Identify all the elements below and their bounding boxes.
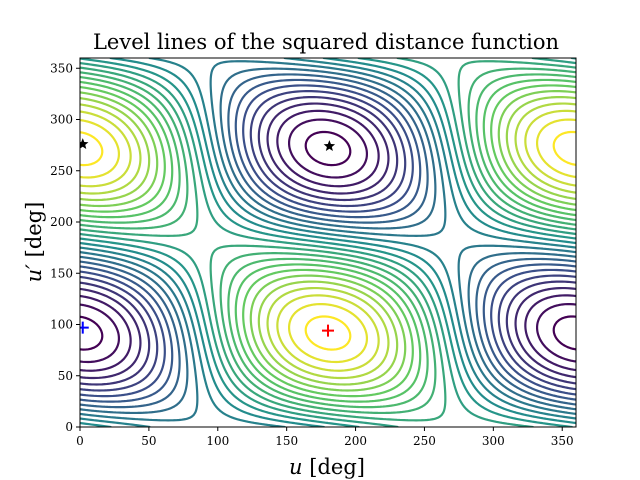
x-tick-label: 350 — [551, 434, 574, 448]
contour-lines — [80, 58, 576, 427]
contour-level — [80, 73, 576, 409]
contour-level — [80, 130, 576, 351]
markers — [80, 138, 336, 337]
saddle-1-marker — [323, 140, 336, 151]
contour-level — [80, 130, 576, 351]
x-axis-title: u [deg] — [289, 455, 365, 479]
y-axis-title: u′ [deg] — [22, 202, 46, 283]
contour-level — [80, 84, 576, 398]
maximum-marker — [322, 324, 334, 337]
contour-level — [80, 58, 576, 427]
contour-level — [80, 118, 576, 364]
y-axis-ticks: 0 50 100 150 200 250 300 350 — [50, 61, 80, 434]
contour-level — [80, 90, 576, 392]
x-axis-ticks: 0 50 100 150 200 250 300 350 — [76, 427, 574, 448]
contour-level — [80, 109, 576, 372]
contour-level — [80, 84, 576, 398]
contour-level — [80, 118, 576, 364]
y-tick-label: 100 — [50, 318, 73, 332]
y-tick-label: 350 — [50, 61, 73, 75]
plot-frame — [79, 57, 577, 428]
contour-level — [80, 95, 576, 386]
y-tick-label: 50 — [58, 369, 73, 383]
contour-level — [80, 58, 576, 427]
minimum-marker — [80, 321, 89, 334]
y-tick-label: 0 — [65, 420, 73, 434]
contour-level — [80, 102, 576, 380]
x-tick-label: 250 — [413, 434, 436, 448]
x-tick-label: 50 — [141, 434, 156, 448]
contour-level — [80, 102, 576, 380]
x-tick-label: 0 — [76, 434, 84, 448]
contour-level — [80, 90, 576, 392]
y-tick-label: 250 — [50, 164, 73, 178]
contour-level — [80, 60, 576, 422]
contour-level — [80, 73, 576, 409]
contour-level — [80, 95, 576, 386]
y-tick-label: 300 — [50, 113, 73, 127]
saddle-2-marker — [80, 138, 89, 149]
contour-level — [80, 109, 576, 372]
contour-level — [80, 78, 576, 403]
contour-level — [80, 67, 576, 415]
x-tick-label: 200 — [344, 434, 367, 448]
x-tick-label: 300 — [482, 434, 505, 448]
x-tick-label: 100 — [206, 434, 229, 448]
contour-level — [80, 58, 576, 427]
contour-level — [80, 78, 576, 403]
contour-level — [80, 60, 576, 422]
chart-title: Level lines of the squared distance func… — [93, 30, 559, 54]
contour-level — [80, 58, 576, 427]
y-tick-label: 200 — [50, 215, 73, 229]
y-tick-label: 150 — [50, 266, 73, 280]
x-tick-label: 150 — [275, 434, 298, 448]
